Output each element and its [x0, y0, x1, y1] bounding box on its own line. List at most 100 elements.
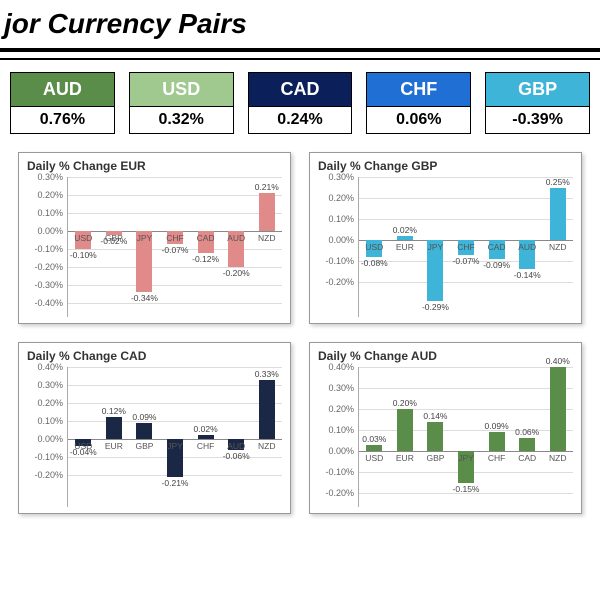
card-code: GBP [486, 73, 589, 106]
x-label: JPY [137, 233, 153, 243]
bar-label: 0.09% [485, 421, 509, 431]
x-label: EUR [396, 453, 414, 463]
x-label: CHF [488, 453, 505, 463]
x-label: CAD [518, 453, 536, 463]
chart-panel: Daily % Change CAD-0.20%-0.10%0.00%0.10%… [18, 342, 291, 514]
bar [489, 432, 505, 451]
bar-column: 0.25%NZD [542, 177, 573, 317]
x-label: CHF [457, 242, 474, 252]
bar-label: 0.40% [546, 356, 570, 366]
bar-column: -0.08%USD [359, 177, 390, 317]
bar-column: -0.07%CHF [160, 177, 191, 317]
bar [106, 417, 122, 439]
y-tick: 0.10% [37, 208, 63, 218]
y-tick: 0.00% [37, 434, 63, 444]
currency-card-chf: CHF0.06% [366, 72, 471, 134]
x-label: CHF [166, 233, 183, 243]
bar [198, 435, 214, 439]
x-label: NZD [258, 233, 275, 243]
card-pct: 0.32% [130, 106, 233, 133]
bar-column: 0.02% EUR [390, 177, 421, 317]
bar-column: 0.09% CHF [481, 367, 512, 507]
plot-area: 0.03%USD0.20%EUR0.14%GBP-0.15%JPY0.09%CH… [358, 367, 573, 507]
bar-column: -0.14% AUD [512, 177, 543, 317]
bar [366, 445, 382, 451]
bar-column: 0.09%GBP [129, 367, 160, 507]
bar-label: 0.20% [393, 398, 417, 408]
x-label: EUR [105, 441, 123, 451]
bar-column: -0.34%JPY [129, 177, 160, 317]
bar-column: 0.21% NZD [251, 177, 282, 317]
bar-label: -0.10% [70, 250, 97, 260]
x-label: CAD [488, 242, 506, 252]
x-label: JPY [167, 441, 183, 451]
y-tick: 0.20% [328, 193, 354, 203]
plot-area: -0.04%USD0.12%EUR0.09%GBP-0.21%JPY0.02%C… [67, 367, 282, 507]
bar-label: 0.09% [132, 412, 156, 422]
chart-plot: -0.20%-0.10%0.00%0.10%0.20%0.30%0.40%-0.… [27, 367, 282, 507]
bar-label: 0.02% [393, 225, 417, 235]
bar-label: -0.20% [223, 268, 250, 278]
bar [397, 236, 413, 240]
plot-area: -0.10%USD-0.02%GBP-0.34%JPY-0.07%CHF-0.1… [67, 177, 282, 317]
bar-column: 0.02%CHF [190, 367, 221, 507]
bar-column: -0.20%AUD [221, 177, 252, 317]
currency-card-gbp: GBP-0.39% [485, 72, 590, 134]
y-tick: 0.10% [328, 214, 354, 224]
y-tick: 0.10% [37, 416, 63, 426]
bar-column: -0.10%USD [68, 177, 99, 317]
bar-label: 0.33% [255, 369, 279, 379]
bars-container: -0.10%USD-0.02%GBP-0.34%JPY-0.07%CHF-0.1… [68, 177, 282, 317]
chart-title: Daily % Change EUR [27, 159, 282, 173]
bar-column: -0.12%CAD [190, 177, 221, 317]
bar-column: -0.09% CAD [481, 177, 512, 317]
y-tick: 0.40% [37, 362, 63, 372]
bars-container: 0.03%USD0.20%EUR0.14%GBP-0.15%JPY0.09%CH… [359, 367, 573, 507]
x-label: USD [365, 242, 383, 252]
bar-label: -0.29% [422, 302, 449, 312]
plot-area: -0.08%USD0.02% EUR -0.29% JPY -0.07% CHF -0.09… [358, 177, 573, 317]
bar-label: 0.12% [102, 406, 126, 416]
x-label: AUD [227, 441, 245, 451]
y-tick: 0.00% [37, 226, 63, 236]
currency-card-aud: AUD0.76% [10, 72, 115, 134]
bar [427, 422, 443, 451]
bar [259, 193, 275, 231]
y-tick: 0.20% [37, 190, 63, 200]
x-label: EUR [396, 242, 414, 252]
y-tick: -0.10% [34, 244, 63, 254]
bar-column: -0.15%JPY [451, 367, 482, 507]
y-tick: 0.30% [328, 172, 354, 182]
chart-panel: Daily % Change GBP-0.20%-0.10%0.00%0.10%… [309, 152, 582, 324]
chart-plot: -0.20%-0.10%0.00%0.10%0.20%0.30%0.40%0.0… [318, 367, 573, 507]
y-tick: 0.20% [328, 404, 354, 414]
chart-plot: -0.20%-0.10%0.00%0.10%0.20%0.30%-0.08%US… [318, 177, 573, 317]
currency-card-cad: CAD0.24% [248, 72, 353, 134]
bar-label: -0.06% [223, 451, 250, 461]
bar-column: -0.06%AUD [221, 367, 252, 507]
y-tick: 0.40% [328, 362, 354, 372]
y-tick: 0.00% [328, 235, 354, 245]
chart-panel: Daily % Change AUD-0.20%-0.10%0.00%0.10%… [309, 342, 582, 514]
bar-label: 0.21% [255, 182, 279, 192]
card-pct: 0.76% [11, 106, 114, 133]
bar-label: -0.12% [192, 254, 219, 264]
y-tick: -0.20% [325, 488, 354, 498]
chart-title: Daily % Change CAD [27, 349, 282, 363]
x-label: JPY [428, 242, 444, 252]
bar-label: -0.09% [483, 260, 510, 270]
x-label: CHF [197, 441, 214, 451]
header-divider [0, 58, 600, 60]
bar-label: 0.03% [362, 434, 386, 444]
bar-column: 0.14%GBP [420, 367, 451, 507]
y-tick: 0.30% [37, 380, 63, 390]
bar-column: 0.40%NZD [542, 367, 573, 507]
x-label: AUD [518, 242, 536, 252]
bar-label: -0.14% [514, 270, 541, 280]
y-tick: -0.40% [34, 298, 63, 308]
card-code: USD [130, 73, 233, 106]
bar-label: -0.21% [162, 478, 189, 488]
card-pct: -0.39% [486, 106, 589, 133]
bar-label: -0.07% [453, 256, 480, 266]
bar-label: 0.06% [515, 427, 539, 437]
